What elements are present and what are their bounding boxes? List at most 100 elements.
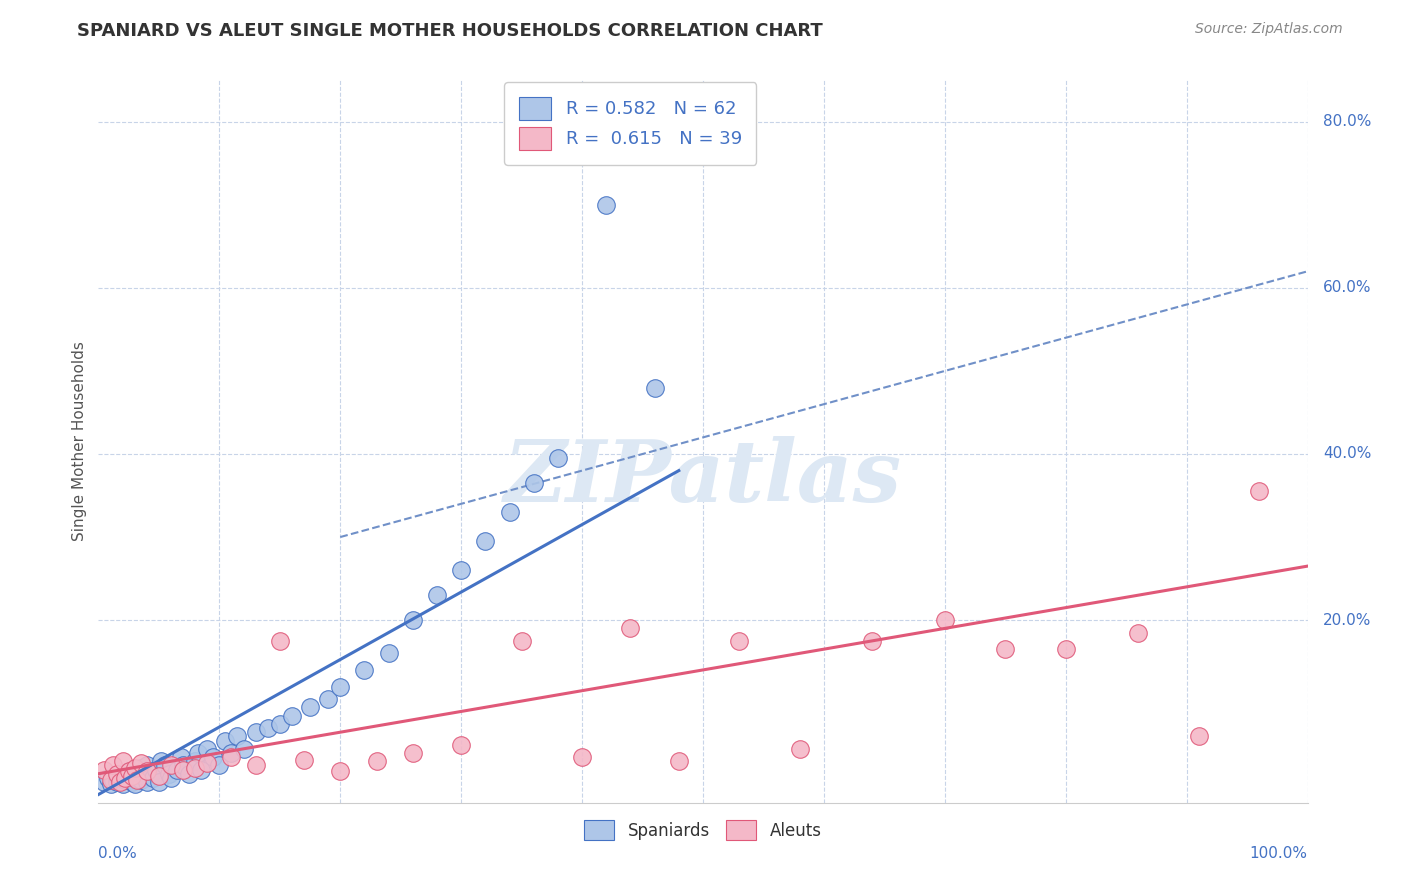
Point — [450, 563, 472, 577]
Point — [172, 758, 194, 772]
Point — [187, 746, 209, 760]
Point — [595, 198, 617, 212]
Point — [153, 758, 176, 772]
Point — [316, 692, 339, 706]
Text: 60.0%: 60.0% — [1323, 280, 1372, 295]
Point — [1128, 625, 1150, 640]
Text: 40.0%: 40.0% — [1323, 447, 1372, 461]
Point — [1054, 642, 1077, 657]
Point — [498, 505, 520, 519]
Point — [523, 476, 546, 491]
Point — [118, 764, 141, 779]
Point — [366, 754, 388, 768]
Text: Source: ZipAtlas.com: Source: ZipAtlas.com — [1195, 22, 1343, 37]
Point — [135, 775, 157, 789]
Point — [571, 750, 593, 764]
Point — [179, 766, 201, 780]
Point — [108, 775, 131, 789]
Point — [292, 753, 315, 767]
Point — [114, 773, 136, 788]
Point — [135, 764, 157, 779]
Point — [184, 754, 207, 768]
Point — [221, 750, 243, 764]
Point — [111, 754, 134, 768]
Text: 80.0%: 80.0% — [1323, 114, 1372, 129]
Point — [105, 769, 128, 783]
Point — [202, 750, 225, 764]
Y-axis label: Single Mother Households: Single Mother Households — [72, 342, 87, 541]
Point — [100, 777, 122, 791]
Point — [728, 633, 751, 648]
Point — [184, 761, 207, 775]
Point — [127, 766, 149, 780]
Point — [269, 633, 291, 648]
Point — [214, 733, 236, 747]
Point — [329, 764, 352, 779]
Point — [124, 771, 146, 785]
Point — [402, 746, 425, 760]
Point — [93, 775, 115, 789]
Point — [100, 772, 122, 787]
Point — [121, 775, 143, 789]
Point — [195, 756, 218, 770]
Point — [450, 738, 472, 752]
Point — [101, 758, 124, 772]
Point — [93, 763, 115, 777]
Point — [148, 769, 170, 783]
Point — [329, 680, 352, 694]
Point — [474, 534, 496, 549]
Text: 100.0%: 100.0% — [1250, 847, 1308, 861]
Point — [232, 741, 254, 756]
Point — [124, 763, 146, 777]
Point — [135, 758, 157, 772]
Point — [118, 764, 141, 779]
Point — [129, 756, 152, 770]
Point — [789, 741, 811, 756]
Point — [97, 771, 120, 785]
Point — [245, 725, 267, 739]
Text: 20.0%: 20.0% — [1323, 613, 1372, 628]
Point — [129, 761, 152, 775]
Point — [148, 775, 170, 789]
Point — [150, 754, 173, 768]
Point — [190, 763, 212, 777]
Point — [160, 771, 183, 785]
Point — [166, 763, 188, 777]
Legend: Spaniards, Aleuts: Spaniards, Aleuts — [576, 812, 830, 848]
Point — [129, 772, 152, 787]
Text: ZIPatlas: ZIPatlas — [503, 436, 903, 519]
Point — [105, 775, 128, 789]
Point — [118, 771, 141, 785]
Point — [547, 451, 569, 466]
Point — [256, 721, 278, 735]
Point — [619, 621, 641, 635]
Point — [402, 613, 425, 627]
Point — [1188, 730, 1211, 744]
Point — [134, 769, 156, 783]
Point — [221, 746, 243, 760]
Point — [121, 769, 143, 783]
Point — [124, 761, 146, 775]
Point — [994, 642, 1017, 657]
Point — [101, 772, 124, 787]
Point — [668, 754, 690, 768]
Point — [160, 758, 183, 772]
Point — [226, 730, 249, 744]
Point — [208, 758, 231, 772]
Point — [299, 700, 322, 714]
Point — [108, 772, 131, 787]
Point — [377, 646, 399, 660]
Text: 0.0%: 0.0% — [98, 847, 138, 861]
Point — [353, 663, 375, 677]
Point — [195, 741, 218, 756]
Point — [157, 766, 180, 780]
Point — [860, 633, 883, 648]
Point — [124, 777, 146, 791]
Point — [142, 771, 165, 785]
Point — [111, 777, 134, 791]
Point — [114, 771, 136, 785]
Point — [169, 750, 191, 764]
Point — [644, 380, 666, 394]
Point — [1249, 484, 1271, 499]
Point — [934, 613, 956, 627]
